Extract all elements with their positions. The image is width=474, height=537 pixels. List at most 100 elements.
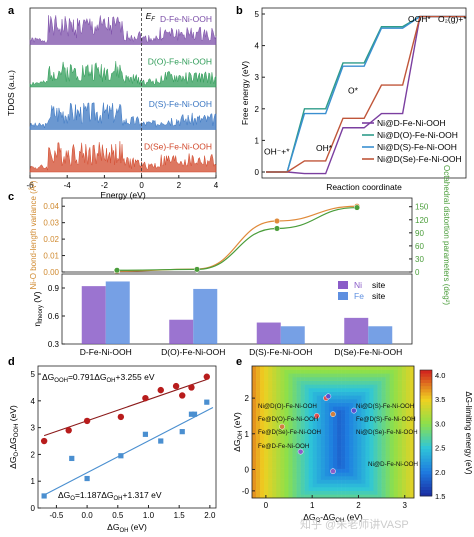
heat-cell xyxy=(252,428,257,433)
heat-cell xyxy=(345,490,350,495)
heat-cell xyxy=(393,413,399,418)
heat-cell xyxy=(381,402,386,407)
heat-cell xyxy=(292,454,297,458)
heat-cell xyxy=(333,446,338,451)
heat-cell xyxy=(369,465,374,469)
heat-cell xyxy=(393,388,399,392)
heat-cell xyxy=(252,494,257,499)
heat-cell xyxy=(373,446,378,451)
heat-cell xyxy=(276,479,281,484)
heat-cell xyxy=(397,406,403,411)
heat-cell xyxy=(385,461,390,466)
heat-cell xyxy=(381,388,386,392)
heat-cell xyxy=(308,461,314,466)
heat-cell xyxy=(381,366,386,370)
heat-cell xyxy=(288,369,293,374)
heat-cell xyxy=(288,399,293,403)
colorbar-tick-label: 3.0 xyxy=(435,419,445,428)
heat-cell xyxy=(324,494,330,499)
heat-cell xyxy=(373,490,378,495)
heat-cell xyxy=(256,366,261,370)
heat-cell xyxy=(397,377,403,381)
heat-cell xyxy=(260,450,265,455)
heat-cell xyxy=(397,446,403,451)
heat-cell xyxy=(393,472,399,477)
heat-cell xyxy=(365,487,370,491)
heat-cell xyxy=(264,421,269,425)
heat-cell xyxy=(264,402,269,407)
volcano-label-6: Fe@D(Se)-Fe-Ni-OOH xyxy=(258,429,321,436)
heat-cell xyxy=(341,417,346,422)
category-label-1: D-Fe-Ni-OOH xyxy=(80,347,132,357)
heat-cell xyxy=(272,454,277,458)
heat-cell xyxy=(272,406,277,411)
heat-cell xyxy=(409,395,415,400)
heat-cell xyxy=(260,413,265,418)
heat-cell xyxy=(324,432,330,436)
heat-cell xyxy=(345,461,350,466)
heat-cell xyxy=(341,446,346,451)
heat-cell xyxy=(349,380,354,385)
heat-cell xyxy=(256,410,261,414)
heat-cell xyxy=(397,483,403,488)
heat-cell xyxy=(365,468,370,473)
heat-cell xyxy=(328,494,334,499)
heat-cell xyxy=(252,406,257,411)
heat-cell xyxy=(324,476,330,480)
heat-cell xyxy=(365,443,370,447)
heat-cell xyxy=(312,461,318,466)
heat-cell xyxy=(365,366,370,370)
heat-cell xyxy=(296,494,301,499)
left-axis-label: Ni-O bond-length variance (Å²) xyxy=(29,180,38,289)
right-tick-label: 90 xyxy=(415,229,424,238)
heat-cell xyxy=(381,446,386,451)
y-tick-label: 0.6 xyxy=(48,312,60,321)
heat-cell xyxy=(260,479,265,484)
heat-cell xyxy=(369,432,374,436)
heat-cell xyxy=(353,468,358,473)
heat-cell xyxy=(337,428,342,433)
colorbar-tick-label: 3.5 xyxy=(435,395,445,404)
point-ooh xyxy=(188,384,195,391)
heat-cell xyxy=(381,472,386,477)
heat-cell xyxy=(324,388,330,392)
heat-cell xyxy=(320,410,326,414)
heat-cell xyxy=(385,479,390,484)
heat-cell xyxy=(288,450,293,455)
heat-cell xyxy=(353,443,358,447)
heat-cell xyxy=(276,465,281,469)
heat-cell xyxy=(401,479,407,484)
heat-cell xyxy=(397,369,403,374)
heat-cell xyxy=(320,417,326,422)
heat-cell xyxy=(401,413,407,418)
colorbar-cell xyxy=(420,464,432,469)
heat-cell xyxy=(361,402,366,407)
heat-cell xyxy=(369,373,374,378)
heat-cell xyxy=(256,388,261,392)
heat-cell xyxy=(377,417,382,422)
heat-cell xyxy=(337,399,342,403)
heat-cell xyxy=(304,476,309,480)
heat-cell xyxy=(280,399,285,403)
heat-cell xyxy=(389,457,395,462)
x-axis-label: ΔGOH (eV) xyxy=(107,522,147,534)
heat-cell xyxy=(324,366,330,370)
heat-cell xyxy=(409,465,415,469)
heat-cell xyxy=(365,439,370,444)
heat-cell xyxy=(409,369,415,374)
state-label-3: O* xyxy=(348,86,359,96)
heat-cell xyxy=(345,472,350,477)
heat-cell xyxy=(377,380,382,385)
heat-cell xyxy=(280,413,285,418)
heat-cell xyxy=(316,377,322,381)
heat-cell xyxy=(405,388,411,392)
heat-cell xyxy=(292,369,297,374)
heat-cell xyxy=(272,450,277,455)
state-label-4: OOH* xyxy=(408,14,431,24)
heat-cell xyxy=(401,472,407,477)
heat-cell xyxy=(337,483,342,488)
heat-cell xyxy=(385,366,390,370)
heat-cell xyxy=(300,369,305,374)
colorbar-label: ΔG-limiting energy (eV) xyxy=(464,391,473,474)
heat-cell xyxy=(324,417,330,422)
